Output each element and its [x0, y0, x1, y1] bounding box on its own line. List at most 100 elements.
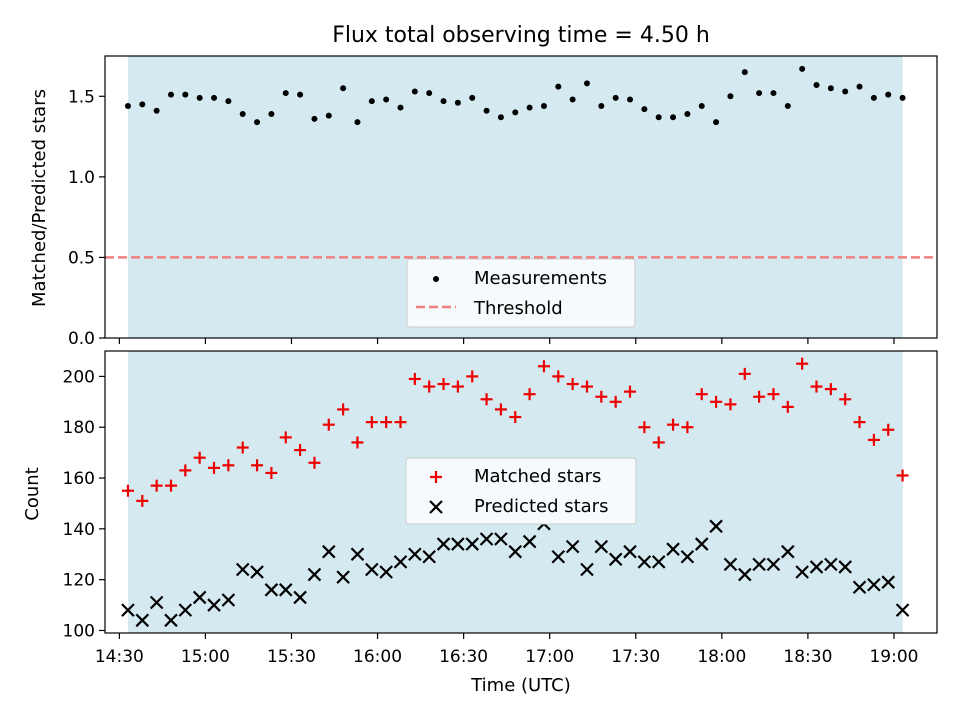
predicted-star-point-b	[608, 552, 623, 567]
predicted-star-point-b	[494, 532, 508, 546]
predicted-star-point	[824, 557, 838, 572]
predicted-star-point	[623, 544, 637, 559]
x-tick-label: 15:30	[267, 647, 316, 667]
predicted-star-point-b	[551, 550, 566, 564]
predicted-star-point	[350, 547, 365, 562]
matched-star-point	[437, 378, 450, 391]
top-y-tick-label: 1.0	[68, 168, 95, 188]
predicted-star-point-b	[594, 539, 609, 554]
predicted-star-point-b	[250, 565, 264, 579]
legend-threshold-label: Threshold	[473, 298, 563, 319]
predicted-star-point	[867, 577, 881, 592]
matched-star-point	[322, 418, 335, 431]
measurement-point	[870, 94, 877, 101]
measurement-point	[196, 94, 203, 101]
predicted-star-point-b	[135, 613, 150, 628]
predicted-star-point-b	[365, 562, 379, 577]
predicted-star-point	[393, 555, 408, 569]
measurement-point	[741, 69, 748, 76]
matched-star-point	[265, 466, 278, 479]
predicted-star-point-b	[278, 583, 293, 597]
matched-star-point	[523, 388, 536, 401]
matched-star-point	[882, 423, 895, 436]
predicted-star-point-b	[178, 603, 193, 617]
predicted-star-point	[149, 595, 164, 610]
matched-star-point	[781, 400, 794, 413]
predicted-star-point-b	[508, 544, 523, 559]
measurement-point	[340, 85, 347, 92]
predicted-star-point-b	[623, 544, 637, 559]
predicted-star-point-b	[694, 537, 709, 551]
top-panel: 0.0 0.5 1.0 1.5 Matched/Predicted stars Mea…	[29, 55, 938, 349]
legend-measurements-marker	[433, 276, 439, 282]
predicted-star-point-b	[465, 537, 480, 551]
predicted-star-point-b	[809, 560, 824, 574]
matched-star-point	[380, 416, 393, 429]
predicted-star-point-b	[752, 557, 766, 572]
predicted-star-point-b	[838, 560, 852, 574]
measurement-point	[813, 82, 820, 89]
count-points	[121, 357, 910, 628]
measurement-point	[182, 91, 189, 98]
predicted-star-point	[723, 557, 738, 572]
measurement-point	[655, 114, 662, 121]
top-panel-frame	[104, 55, 938, 339]
measurement-point	[383, 96, 390, 103]
measurement-points	[124, 65, 906, 126]
measurement-point	[856, 83, 863, 90]
measurement-point	[167, 91, 174, 98]
top-y-tick-label: 0.5	[68, 248, 95, 268]
predicted-star-point	[293, 590, 307, 605]
matched-star-point	[580, 380, 593, 393]
predicted-star-point	[651, 555, 666, 569]
predicted-star-point-b	[709, 519, 723, 534]
predicted-star-point-b	[781, 544, 795, 559]
measurement-point	[124, 102, 131, 109]
matched-star-point	[351, 436, 364, 449]
measurement-point	[526, 104, 533, 111]
measurement-point	[756, 90, 763, 97]
predicted-star-point	[594, 539, 609, 554]
measurement-point	[827, 85, 834, 92]
predicted-star-point-b	[522, 534, 537, 549]
top-y-tick-label: 1.5	[68, 87, 95, 107]
x-tick-label: 18:00	[697, 647, 746, 667]
predicted-star-point	[838, 560, 852, 574]
matched-star-point	[810, 380, 823, 393]
predicted-star-point	[709, 519, 723, 534]
x-tick-label: 17:30	[611, 647, 660, 667]
predicted-star-point	[164, 613, 178, 628]
measurement-point	[899, 94, 906, 101]
predicted-star-point-b	[379, 565, 393, 579]
matched-star-point	[609, 395, 622, 408]
measurement-point	[784, 102, 791, 109]
bottom-y-tick-label: 120	[63, 571, 95, 591]
measurement-point	[770, 90, 777, 97]
predicted-star-point	[365, 562, 379, 577]
predicted-star-point-b	[895, 603, 910, 617]
bottom-y-tick-label: 140	[63, 520, 95, 540]
measurement-point	[885, 91, 892, 98]
measurement-point	[670, 114, 677, 121]
measurement-point	[239, 111, 246, 118]
predicted-star-point-b	[651, 555, 666, 569]
predicted-star-point	[781, 544, 795, 559]
measurement-point	[368, 98, 375, 105]
predicted-star-point	[192, 590, 207, 605]
x-tick-label: 15:00	[181, 647, 230, 667]
matched-star-point	[695, 388, 708, 401]
measurement-point	[411, 88, 418, 95]
legend-predicted-marker	[429, 500, 443, 514]
top-y-tick-label: 0.0	[68, 329, 95, 349]
x-tick-label: 19:00	[869, 647, 918, 667]
measurement-point	[727, 93, 734, 100]
measurement-point	[211, 94, 218, 101]
top-y-axis-label: Matched/Predicted stars	[29, 89, 50, 307]
predicted-star-point	[436, 537, 451, 551]
measurement-point	[612, 94, 619, 101]
predicted-star-point-b	[723, 557, 738, 572]
matched-star-point	[236, 441, 249, 454]
matched-star-point	[537, 360, 550, 373]
matched-star-point	[466, 370, 479, 383]
